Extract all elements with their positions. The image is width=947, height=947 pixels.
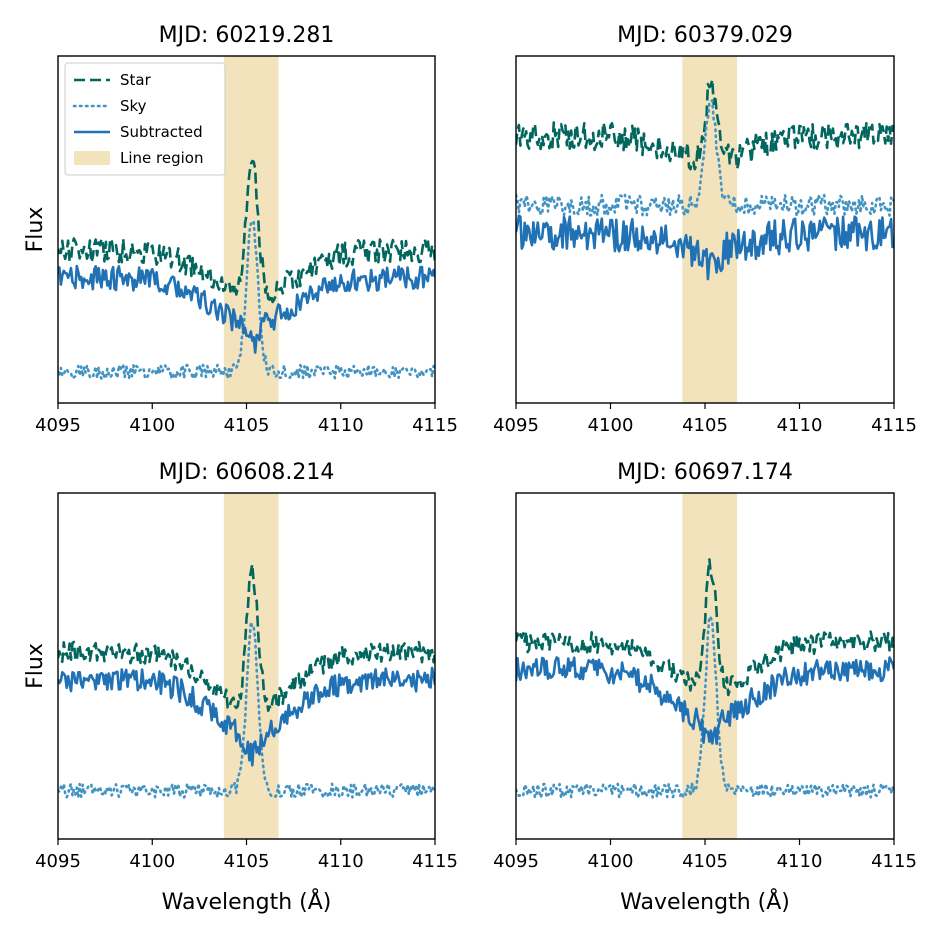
legend-label: Sky — [120, 97, 147, 115]
series-star — [58, 159, 435, 304]
line-region-band — [223, 56, 279, 403]
x-tick-label: 4110 — [318, 415, 364, 436]
series-star — [516, 558, 894, 697]
x-tick-label: 4115 — [871, 415, 917, 436]
panel-title: MJD: 60697.174 — [617, 460, 793, 485]
panel-3: 4095 4100 4105 4110 4115 MJD: 60608.214 Flux Wa… — [23, 460, 458, 915]
series-sky — [516, 615, 894, 799]
legend: Star Sky Subtracted Line region — [64, 62, 226, 176]
x-axis-label: Wavelength (Å) — [162, 888, 332, 915]
series-sky — [516, 99, 894, 217]
x-tick-label: 4115 — [412, 415, 458, 436]
series-subtracted — [58, 666, 435, 767]
legend-label: Subtracted — [120, 123, 203, 141]
legend-label: Line region — [120, 149, 203, 167]
x-tick-label: 4105 — [682, 415, 728, 436]
x-tick-label: 4110 — [318, 851, 364, 872]
x-tick-label: 4105 — [224, 415, 270, 436]
series-subtracted — [516, 656, 894, 746]
x-tick-label: 4100 — [588, 851, 634, 872]
x-tick-label: 4115 — [412, 851, 458, 872]
series-subtracted — [516, 214, 894, 281]
x-tick-label: 4110 — [777, 851, 823, 872]
panel-title: MJD: 60608.214 — [159, 460, 335, 485]
x-tick-label: 4105 — [682, 851, 728, 872]
x-tick-label: 4110 — [777, 415, 823, 436]
x-tick-label: 4095 — [493, 415, 539, 436]
series-star — [58, 562, 435, 713]
x-tick-label: 4095 — [493, 851, 539, 872]
line-region-band — [682, 493, 738, 839]
x-tick-label: 4095 — [35, 851, 81, 872]
legend-box — [64, 62, 226, 176]
panel-2: 4095 4100 4105 4110 4115 MJD: 60379.029 — [493, 23, 917, 436]
line-region-band — [223, 493, 279, 839]
x-tick-label: 4100 — [588, 415, 634, 436]
panel-4: 4095 4100 4105 4110 4115 MJD: 60697.174 Wavele… — [493, 460, 917, 915]
legend-label: Star — [120, 71, 152, 89]
x-tick-label: 4115 — [871, 851, 917, 872]
series-sky — [58, 620, 435, 799]
panel-title: MJD: 60219.281 — [159, 23, 335, 48]
panel-title: MJD: 60379.029 — [617, 23, 793, 48]
series-sky — [58, 219, 435, 380]
legend-swatch-line-region — [74, 151, 110, 165]
y-axis-label: Flux — [23, 643, 48, 689]
x-tick-label: 4095 — [35, 415, 81, 436]
line-region-band — [682, 56, 738, 403]
x-tick-label: 4100 — [129, 415, 175, 436]
x-tick-label: 4105 — [224, 851, 270, 872]
panel-1: 4095 4100 4105 4110 4115 MJD: 60219.281 Flux — [23, 23, 458, 436]
y-axis-label: Flux — [23, 207, 48, 253]
x-tick-label: 4100 — [129, 851, 175, 872]
series-subtracted — [58, 264, 435, 354]
x-axis-label: Wavelength (Å) — [620, 888, 790, 915]
series-star — [516, 78, 894, 171]
